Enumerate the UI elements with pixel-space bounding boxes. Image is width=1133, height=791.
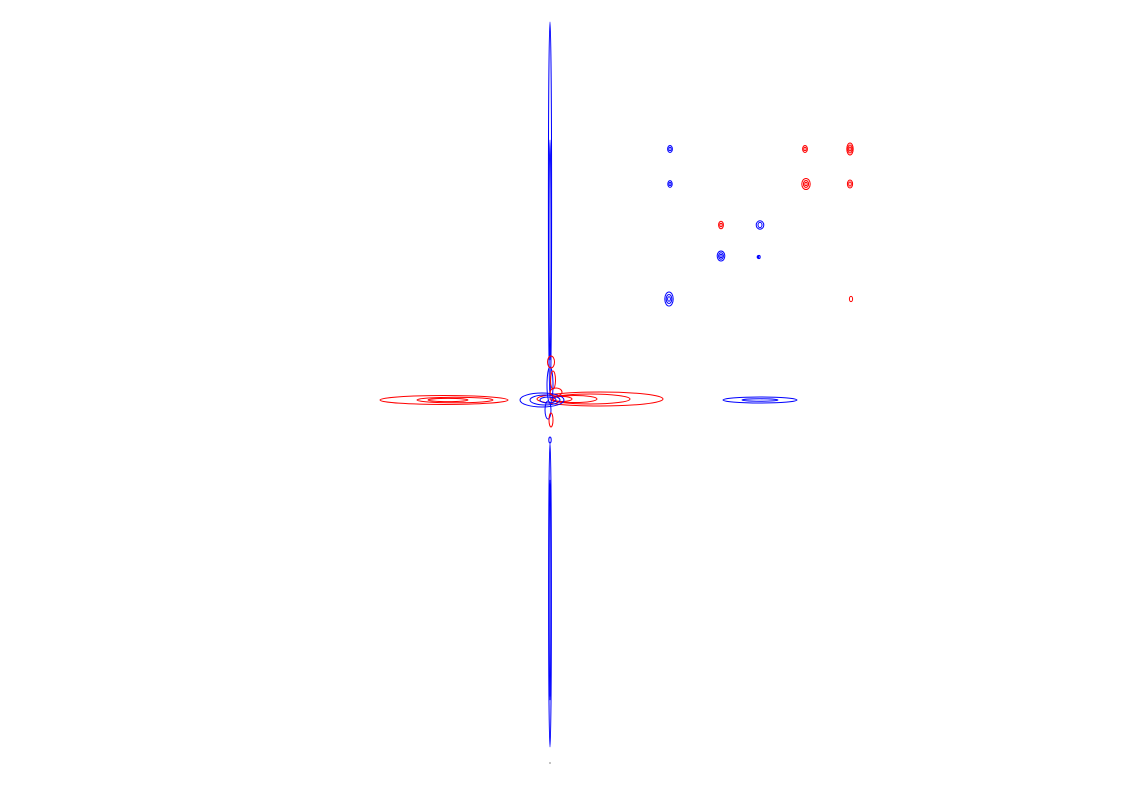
peak-a1 [667, 145, 673, 153]
peak-c1-contour-1 [718, 220, 724, 230]
peak-c3-contour-1 [757, 254, 761, 260]
peak-a3 [846, 142, 854, 156]
peak-a3-contour-3 [848, 146, 852, 152]
peak-d1-contour-3 [719, 253, 723, 259]
peak-a1-contour-1 [667, 145, 673, 153]
vertical-ridge-upper [547, 21, 553, 399]
peak-c1-contour-2 [719, 222, 723, 228]
ridge-contours [379, 21, 798, 764]
center-crossing-contour-1 [547, 355, 555, 369]
peak-c3 [757, 254, 761, 260]
peak-b2-contour-1 [801, 178, 811, 190]
horizontal-ridge-center-contour-1 [536, 391, 664, 407]
peak-e1-contour-1 [664, 291, 674, 307]
peak-b1-contour-1 [667, 180, 673, 188]
peak-contours [664, 142, 854, 307]
peak-a3-contour-1 [846, 142, 854, 156]
center-crossing-contour-4 [544, 400, 552, 420]
peak-b2-contour-3 [804, 181, 808, 187]
peak-a1-contour-2 [668, 146, 672, 152]
peak-c2 [755, 220, 765, 230]
peak-d1 [716, 250, 726, 262]
peak-d2 [756, 255, 760, 259]
peak-e2-contour-1 [848, 295, 854, 303]
peak-a3-contour-2 [847, 144, 853, 154]
peak-b1-contour-2 [668, 181, 672, 187]
peak-d1-contour-2 [718, 252, 724, 260]
peak-b3 [846, 179, 854, 189]
horizontal-ridge-center-contour-2 [549, 393, 631, 405]
vertical-ridge-lower [548, 442, 552, 748]
peak-e1 [664, 291, 674, 307]
horizontal-ridge-right [722, 396, 798, 404]
center-crossing-contour-6 [548, 436, 552, 444]
peak-b3-contour-1 [846, 179, 854, 189]
vertical-ridge-upper-contour-1 [547, 21, 553, 399]
peak-a2 [802, 145, 808, 153]
peak-a2-contour-2 [803, 146, 807, 152]
center-crossing-contours [544, 355, 563, 444]
horizontal-ridge-left [379, 395, 509, 405]
vertical-ridge-lower-contour-2 [548, 479, 552, 701]
peak-b3-contour-2 [848, 181, 852, 187]
peak-e1-contour-3 [667, 296, 671, 302]
peak-d2-contour-1 [756, 255, 760, 259]
peak-d1-contour-1 [716, 250, 726, 262]
vertical-ridge-upper-contour-2 [548, 139, 552, 361]
peak-c2-contour-2 [757, 221, 763, 229]
peak-e1-contour-2 [665, 294, 673, 304]
horizontal-ridge-left-contour-3 [427, 397, 469, 403]
horizontal-ridge-left-contour-2 [416, 396, 494, 404]
center-crossing-contour-3 [549, 387, 563, 397]
horizontal-ridge-center-neg-contour-1 [519, 392, 565, 408]
peak-b2 [801, 178, 811, 190]
horizontal-ridge-left-contour-1 [379, 395, 509, 405]
peak-a2-contour-1 [802, 145, 808, 153]
peak-b2-contour-2 [802, 180, 810, 188]
horizontal-ridge-center-contour-3 [552, 395, 598, 403]
horizontal-ridge-right-contour-1 [722, 396, 798, 404]
peak-c1 [718, 220, 724, 230]
horizontal-ridge-right-contour-2 [741, 398, 779, 402]
center-crossing-contour-5 [548, 412, 554, 428]
peak-c2-contour-1 [755, 220, 765, 230]
ridge-end-dot [549, 762, 551, 764]
peak-b1 [667, 180, 673, 188]
peak-e2 [848, 295, 854, 303]
